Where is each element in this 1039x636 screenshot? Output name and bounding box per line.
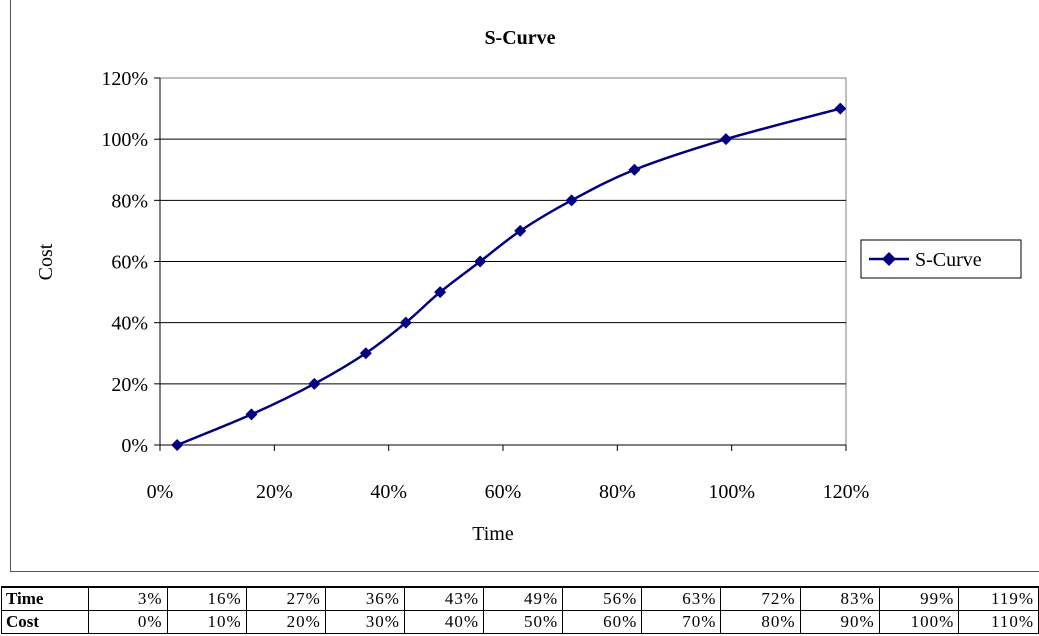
y-tick-label: 80% [111,190,148,212]
data-point-marker [474,255,487,268]
x-tick-label: 120% [823,481,870,503]
legend-label: S-Curve [915,249,982,271]
table-cell: 60% [562,610,643,634]
table-cell: 70% [641,610,722,634]
x-axis-ticks: 0% 20% 40% 60% 80% 100% 120% [147,445,870,503]
data-point-marker [565,194,578,207]
table-cell: 100% [878,610,960,634]
table-cell: 43% [403,586,485,611]
table-cell: 20% [245,610,326,634]
row-header-cost: Cost [1,610,89,634]
data-point-marker [514,224,527,237]
table-cell: 119% [958,586,1039,611]
table-cell: 40% [403,610,485,634]
x-tick-label: 60% [485,481,522,503]
table-cell: 99% [878,586,960,611]
data-point-marker [834,102,847,115]
data-point-marker [245,408,258,421]
table-row-cost: Cost 0% 10% 20% 30% 40% 50% 60% 70% 80% … [1,610,1039,634]
table-cell: 56% [562,586,643,611]
table-cell: 80% [720,610,801,634]
table-cell: 27% [245,586,326,611]
x-tick-label: 20% [256,481,293,503]
data-table: Time 3% 16% 27% 36% 43% 49% 56% 63% 72% … [1,586,1039,634]
table-cell: 110% [958,610,1039,634]
series-markers [171,102,847,451]
table-cell: 36% [324,586,405,611]
x-tick-label: 40% [370,481,407,503]
x-tick-label: 100% [708,481,755,503]
chart-title: S-Curve [484,27,555,49]
table-cell: 10% [166,610,247,634]
table-row-time: Time 3% 16% 27% 36% 43% 49% 56% 63% 72% … [1,586,1039,611]
data-point-marker [171,439,184,451]
y-axis-ticks: 0% 20% 40% 60% 80% 100% 120% [101,68,160,457]
table-cell: 30% [324,610,405,634]
y-tick-label: 0% [121,435,148,457]
data-point-marker [308,377,321,390]
y-tick-label: 100% [101,129,148,151]
table-cell: 49% [483,586,564,611]
table-cell: 90% [799,610,880,634]
table-cell: 50% [483,610,564,634]
table-cell: 16% [166,586,247,611]
data-point-marker [628,163,641,176]
chart-area [10,0,1039,572]
data-point-marker [399,316,412,329]
y-tick-label: 60% [111,252,148,274]
legend-diamond-icon [882,252,896,266]
table-cell: 83% [799,586,880,611]
x-tick-label: 80% [599,481,636,503]
table-cell: 63% [641,586,722,611]
x-axis-label: Time [472,523,514,545]
x-tick-label: 0% [147,481,174,503]
legend: S-Curve [860,239,1022,279]
data-point-marker [434,286,447,299]
table-cell: 72% [720,586,801,611]
table-cell: 3% [87,586,168,611]
data-point-marker [719,133,732,146]
data-point-marker [359,347,372,360]
row-header-time: Time [1,586,89,611]
series-line-s-curve [176,107,841,447]
y-tick-label: 40% [111,313,148,335]
s-curve-chart: S-Curve 0% 20% 40% 60% 80% 100% 120% 0% 20% 40% 6… [35,27,1022,545]
table-cell: 0% [87,610,168,634]
y-tick-label: 20% [111,374,148,396]
y-tick-label: 120% [101,68,148,90]
y-axis-label: Cost [35,243,57,280]
